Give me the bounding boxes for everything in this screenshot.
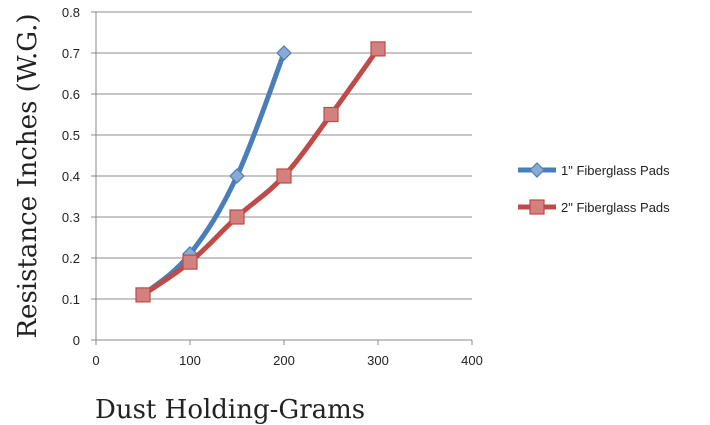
data-point — [182, 254, 198, 270]
y-tick-label: 0.7 — [62, 46, 80, 61]
y-tick-label: 0.1 — [62, 292, 80, 307]
x-tick-label: 200 — [273, 353, 295, 368]
series-group — [135, 41, 386, 303]
y-tick-label: 0.6 — [62, 87, 80, 102]
gridlines — [96, 11, 472, 300]
series-2 — [135, 41, 386, 303]
y-tick-label: 0.8 — [62, 5, 80, 20]
x-tick-label: 300 — [367, 353, 389, 368]
y-tick-label: 0 — [73, 333, 80, 348]
y-tick-label: 0.3 — [62, 210, 80, 225]
x-axis-title: Dust Holding-Grams — [95, 395, 365, 425]
legend-item: 1" Fiberglass Pads — [518, 162, 670, 178]
data-point — [229, 209, 245, 225]
y-axis-title: Resistance Inches (W.G.) — [13, 13, 43, 338]
legend-label: 1" Fiberglass Pads — [561, 163, 670, 178]
y-tick-label: 0.4 — [62, 169, 80, 184]
data-point — [229, 168, 245, 184]
x-tick-label: 400 — [461, 353, 483, 368]
legend-marker — [529, 199, 545, 215]
legend: 1" Fiberglass Pads 2" Fiberglass Pads — [518, 162, 670, 215]
series-1 — [135, 45, 292, 303]
data-point — [135, 287, 151, 303]
legend-marker — [529, 162, 545, 178]
x-tick-label: 0 — [92, 353, 99, 368]
series-line — [140, 50, 287, 298]
data-point — [276, 45, 292, 61]
y-axis-ticks: 0 0.1 0.2 0.3 0.4 0.5 0.6 0.7 0.8 — [62, 5, 96, 348]
legend-item: 2" Fiberglass Pads — [518, 199, 670, 215]
data-point — [370, 41, 386, 57]
data-point — [323, 106, 339, 123]
x-tick-label: 100 — [179, 353, 201, 368]
x-axis-ticks: 0 100 200 300 400 — [92, 340, 483, 368]
data-point — [276, 168, 292, 184]
y-tick-label: 0.5 — [62, 128, 80, 143]
y-tick-label: 0.2 — [62, 251, 80, 266]
legend-label: 2" Fiberglass Pads — [561, 200, 670, 215]
